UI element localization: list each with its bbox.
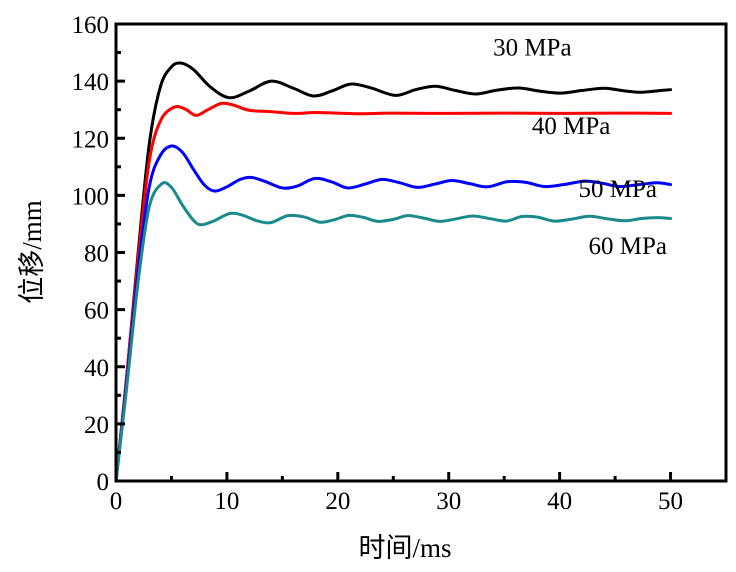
- series-line-50-mpa: [114, 144, 673, 483]
- y-tick-label: 140: [72, 69, 110, 96]
- y-tick-label: 0: [97, 469, 110, 496]
- y-tick-label: 160: [72, 12, 110, 39]
- series-line-60-mpa: [114, 181, 673, 483]
- x-tick-label: 0: [110, 488, 123, 515]
- series-label-40-mpa: 40 MPa: [532, 113, 610, 140]
- y-tick-label: 60: [84, 298, 109, 325]
- series-label-60-mpa: 60 MPa: [588, 233, 666, 260]
- y-tick-label: 120: [72, 126, 110, 153]
- x-axis-title: 时间/ms: [358, 533, 451, 563]
- x-tick-label: 30: [436, 488, 461, 515]
- plot-lines: [114, 61, 673, 483]
- ticks: 0 10 20 30 40 50 0 20 40 60 80 100 120 140 160: [72, 12, 684, 515]
- series-label-30-mpa: 30 MPa: [493, 34, 571, 61]
- x-tick-label: 20: [325, 488, 350, 515]
- series-line-30-mpa: [114, 61, 673, 483]
- x-tick-label: 40: [547, 488, 572, 515]
- y-tick-label: 40: [84, 355, 109, 382]
- x-tick-label: 10: [214, 488, 239, 515]
- series-labels: 30 MPa 40 MPa 50 MPa 60 MPa: [493, 34, 667, 260]
- series-line-40-mpa: [114, 101, 673, 483]
- y-tick-label: 80: [84, 241, 109, 268]
- y-axis-title: 位移/mm: [17, 200, 47, 304]
- y-tick-label: 20: [84, 412, 109, 439]
- series-label-50-mpa: 50 MPa: [578, 176, 656, 203]
- y-tick-label: 100: [72, 183, 110, 210]
- x-tick-label: 50: [658, 488, 683, 515]
